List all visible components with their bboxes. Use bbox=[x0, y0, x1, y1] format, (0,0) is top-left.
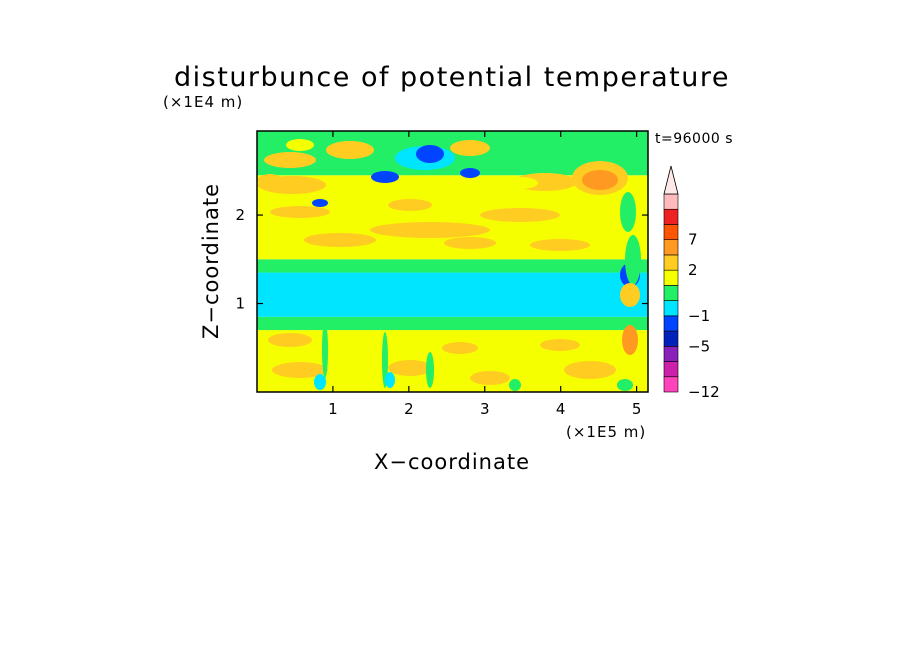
field-feature-24 bbox=[406, 178, 434, 190]
y-unit-label: (×1E4 m) bbox=[163, 93, 243, 111]
colorbar-swatch-6 bbox=[663, 285, 679, 301]
colorbar-swatch-2 bbox=[663, 346, 679, 362]
x-axis: 1 2 3 4 5 bbox=[328, 131, 641, 418]
field-feature-41 bbox=[617, 379, 633, 391]
x-tick-label-1: 2 bbox=[404, 400, 414, 418]
x-tick-label-2: 3 bbox=[480, 400, 490, 418]
field-feature-36 bbox=[382, 332, 388, 388]
field-feature-35 bbox=[322, 322, 328, 378]
field-feature-22 bbox=[620, 283, 640, 307]
x-tick-label-3: 4 bbox=[556, 400, 566, 418]
field-feature-14 bbox=[258, 174, 282, 186]
field-band-3 bbox=[257, 259, 648, 273]
colorbar-swatch-9 bbox=[663, 239, 679, 256]
field-feature-9 bbox=[304, 233, 376, 247]
x-axis-label: X−coordinate bbox=[374, 450, 530, 474]
colorbar-label-0: −12 bbox=[688, 383, 720, 401]
colorbar-label-3: −5 bbox=[688, 337, 710, 355]
field-feature-40 bbox=[509, 379, 521, 391]
field-feature-26 bbox=[620, 192, 636, 232]
colorbar-swatch-7 bbox=[663, 269, 679, 286]
time-label: t=96000 s bbox=[655, 131, 733, 147]
field-feature-27 bbox=[272, 362, 328, 378]
field-feature-39 bbox=[385, 372, 395, 388]
chart-title: disturbunce of potential temperature bbox=[174, 62, 730, 93]
field-feature-2 bbox=[450, 140, 490, 156]
field-feature-34 bbox=[622, 325, 638, 355]
colorbar-extend-arrow bbox=[663, 165, 679, 195]
field-feature-13 bbox=[388, 199, 432, 211]
field-feature-28 bbox=[388, 360, 432, 376]
field-feature-12 bbox=[270, 206, 330, 218]
colorbar-swatch-12 bbox=[663, 193, 679, 210]
field-band-2 bbox=[257, 272, 648, 317]
field-feature-32 bbox=[442, 342, 478, 354]
field-feature-5 bbox=[582, 170, 618, 190]
y-tick-label-1: 2 bbox=[235, 206, 245, 224]
colorbar-swatch-1 bbox=[663, 361, 679, 378]
field-feature-10 bbox=[444, 237, 496, 249]
field-feature-33 bbox=[540, 339, 580, 351]
x-tick-label-0: 1 bbox=[328, 400, 338, 418]
colorbar-swatch-3 bbox=[663, 330, 679, 347]
field-feature-31 bbox=[268, 333, 312, 347]
colorbar-swatch-11 bbox=[663, 208, 679, 225]
colorbar-swatch-4 bbox=[663, 315, 679, 332]
plot-frame bbox=[256, 130, 649, 393]
colorbar: −12−5−127 bbox=[663, 165, 720, 401]
y-tick-label-0: 1 bbox=[235, 295, 245, 313]
colorbar-swatch-0 bbox=[663, 376, 679, 393]
colorbar-swatch-10 bbox=[663, 224, 679, 240]
field-feature-7 bbox=[370, 222, 490, 238]
field-feature-11 bbox=[530, 239, 590, 251]
field-feature-38 bbox=[314, 374, 326, 390]
field-feature-30 bbox=[564, 361, 616, 379]
field-feature-29 bbox=[470, 371, 510, 385]
colorbar-label-5: −1 bbox=[688, 307, 710, 325]
field-feature-8 bbox=[480, 208, 560, 222]
colorbar-swatch-8 bbox=[663, 254, 679, 271]
y-axis: 12 bbox=[235, 206, 648, 313]
field-feature-16 bbox=[416, 145, 444, 163]
colorbar-swatch-5 bbox=[663, 300, 679, 317]
field-feature-23 bbox=[286, 139, 314, 151]
field-feature-17 bbox=[371, 171, 399, 183]
colorbar-label-10: 7 bbox=[688, 231, 698, 249]
field-feature-37 bbox=[426, 352, 434, 388]
field-feature-18 bbox=[460, 168, 480, 178]
x-unit-label: (×1E5 m) bbox=[566, 423, 646, 441]
y-axis-label: Z−coordinate bbox=[199, 183, 223, 339]
field-band-1 bbox=[257, 316, 648, 331]
contour-field bbox=[257, 131, 648, 392]
field-feature-0 bbox=[264, 152, 316, 168]
field-feature-21 bbox=[625, 235, 641, 285]
x-tick-label-4: 5 bbox=[632, 400, 642, 418]
field-feature-25 bbox=[502, 177, 538, 189]
colorbar-label-8: 2 bbox=[688, 261, 698, 279]
field-feature-19 bbox=[312, 199, 328, 207]
field-feature-1 bbox=[326, 141, 374, 159]
